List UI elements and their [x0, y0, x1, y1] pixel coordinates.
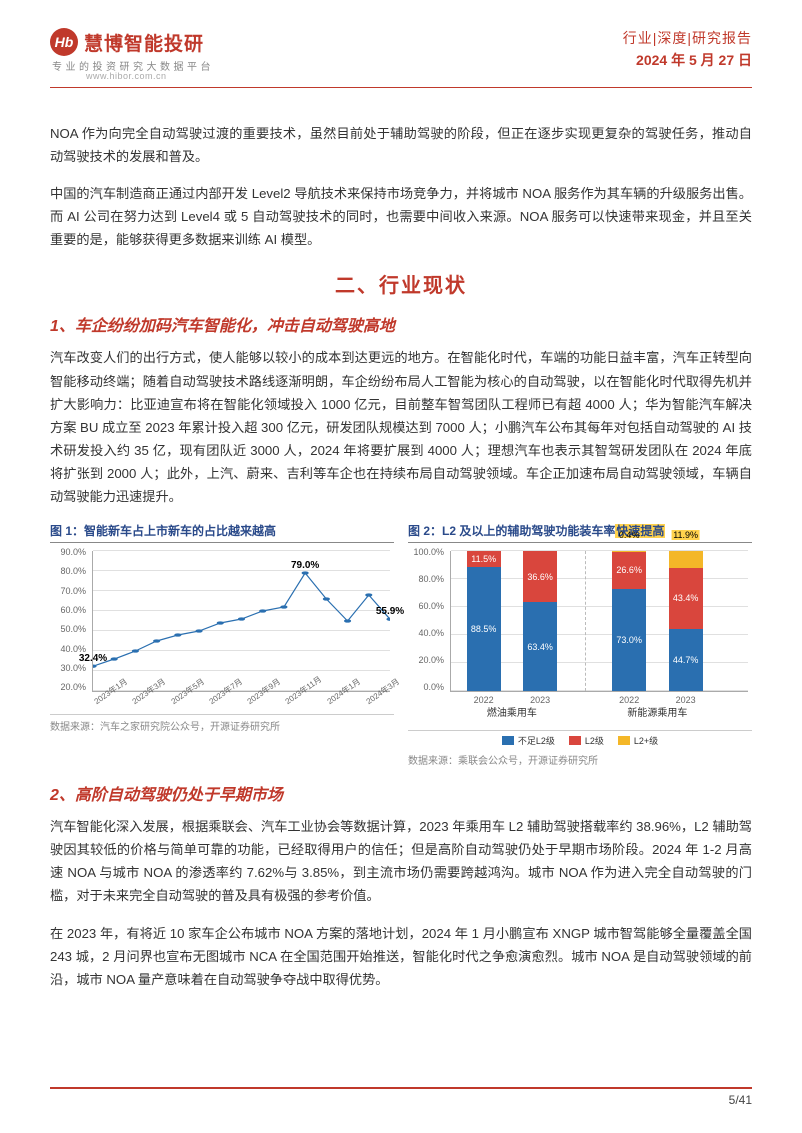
paragraph-2: 中国的汽车制造商正通过内部开发 Level2 导航技术来保持市场竞争力，并将城市… [50, 182, 752, 251]
page-header: Hb 慧博智能投研 专业的投资研究大数据平台 www.hibor.com.cn … [50, 28, 752, 88]
logo-text: 慧博智能投研 [84, 29, 204, 56]
subsection-2-p1: 汽车智能化深入发展，根据乘联会、汽车工业协会等数据计算，2023 年乘用车 L2… [50, 815, 752, 907]
section-2-title: 二、行业现状 [50, 269, 752, 298]
page-footer: 5/41 [50, 1087, 752, 1107]
page-number: 5/41 [729, 1093, 752, 1107]
chart-2-legend-item: L2级 [569, 734, 604, 747]
chart-2-legend-item: 不足L2级 [502, 734, 555, 747]
logo-block: Hb 慧博智能投研 专业的投资研究大数据平台 www.hibor.com.cn [50, 28, 214, 81]
chart-2-source: 数据来源：乘联会公众号，开源证券研究所 [408, 749, 752, 767]
chart-2-seg-label: 36.6% [527, 572, 553, 582]
chart-2-seg-label: 0.4% [619, 530, 640, 540]
chart-2-legend: 不足L2级 L2级 L2+级 [408, 730, 752, 747]
chart-2-bar-label: 44.7% [673, 655, 699, 665]
chart-2-seg-label: 11.9% [671, 530, 700, 540]
logo-icon: Hb [50, 28, 78, 56]
chart-1: 图 1：智能新车占上市新车的占比越来越高 90.0%80.0%70.0%60.0… [50, 522, 394, 767]
chart-2-seg-label: 43.4% [673, 593, 699, 603]
subsection-2-title: 2、高阶自动驾驶仍处于早期市场 [50, 781, 752, 805]
subsection-1-p1: 汽车改变人们的出行方式，使人能够以较小的成本到达更远的地方。在智能化时代，车端的… [50, 346, 752, 508]
chart-1-datalabel: 32.4% [79, 653, 107, 664]
chart-2-legend-item: L2+级 [618, 734, 658, 747]
subsection-1-title: 1、车企纷纷加码汽车智能化，冲击自动驾驶高地 [50, 312, 752, 336]
chart-2-category-label: 新能源乘用车 [627, 704, 687, 719]
chart-2: 图 2：L2 及以上的辅助驾驶功能装车率快速提高 100.0%80.0%60.0… [408, 522, 752, 767]
chart-2-bar [669, 551, 703, 691]
chart-2-title-pre: 图 2：L2 及以上的辅助驾驶功能装车率 [408, 524, 615, 538]
chart-2-bar-label: 73.0% [616, 635, 642, 645]
paragraph-1: NOA 作为向完全自动驾驶过渡的重要技术，虽然目前处于辅助驾驶的阶段，但正在逐步… [50, 122, 752, 168]
header-right: 行业|深度|研究报告 2024 年 5 月 27 日 [623, 28, 752, 70]
chart-1-title: 图 1：智能新车占上市新车的占比越来越高 [50, 522, 394, 543]
chart-2-seg-label: 26.6% [616, 565, 642, 575]
chart-2-canvas: 100.0%80.0%60.0%40.0%20.0%0.0% 88.5%11.5… [408, 547, 752, 712]
chart-1-datalabel: 79.0% [291, 560, 319, 571]
logo-url: www.hibor.com.cn [86, 71, 214, 81]
chart-1-datalabel: 55.9% [376, 606, 404, 617]
chart-2-bar-label: 88.5% [471, 624, 497, 634]
charts-row: 图 1：智能新车占上市新车的占比越来越高 90.0%80.0%70.0%60.0… [50, 522, 752, 767]
chart-2-bar-label: 63.4% [527, 642, 553, 652]
chart-2-bar [467, 551, 501, 691]
subsection-2-p2: 在 2023 年，有将近 10 家车企公布城市 NOA 方案的落地计划，2024… [50, 922, 752, 991]
chart-2-title: 图 2：L2 及以上的辅助驾驶功能装车率快速提高 [408, 522, 752, 543]
header-date: 2024 年 5 月 27 日 [623, 50, 752, 70]
chart-2-category-label: 燃油乘用车 [487, 704, 537, 719]
chart-1-source: 数据来源：汽车之家研究院公众号，开源证券研究所 [50, 714, 394, 733]
chart-2-seg-label: 11.5% [471, 554, 496, 564]
chart-1-canvas: 90.0%80.0%70.0%60.0%50.0%40.0%30.0%20.0%… [50, 547, 394, 712]
header-category: 行业|深度|研究报告 [623, 28, 752, 48]
